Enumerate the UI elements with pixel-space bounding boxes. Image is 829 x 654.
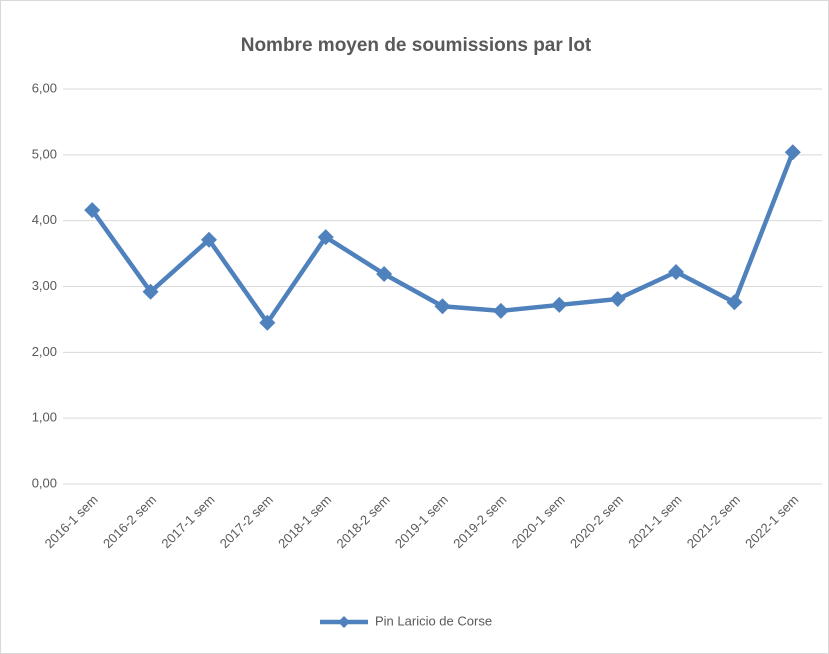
chart-title: Nombre moyen de soumissions par lot [241, 35, 592, 56]
y-tick-label: 4,00 [32, 212, 57, 227]
marker [726, 294, 743, 311]
marker [200, 231, 217, 248]
y-tick-label: 0,00 [32, 475, 57, 490]
marker [84, 202, 101, 219]
marker [376, 265, 393, 282]
y-tick-label: 2,00 [32, 344, 57, 359]
marker [609, 291, 626, 308]
y-tick-label: 6,00 [32, 80, 57, 95]
marker [259, 314, 276, 331]
marker [434, 298, 451, 315]
marker [142, 283, 159, 300]
legend-label: Pin Laricio de Corse [375, 613, 492, 628]
y-tick-label: 5,00 [32, 146, 57, 161]
marker [492, 302, 509, 319]
marker [317, 229, 334, 246]
y-tick-label: 1,00 [32, 410, 57, 425]
legend-marker [338, 616, 350, 628]
marker [551, 296, 568, 313]
marker [784, 144, 801, 161]
y-tick-label: 3,00 [32, 278, 57, 293]
marker [668, 264, 685, 281]
